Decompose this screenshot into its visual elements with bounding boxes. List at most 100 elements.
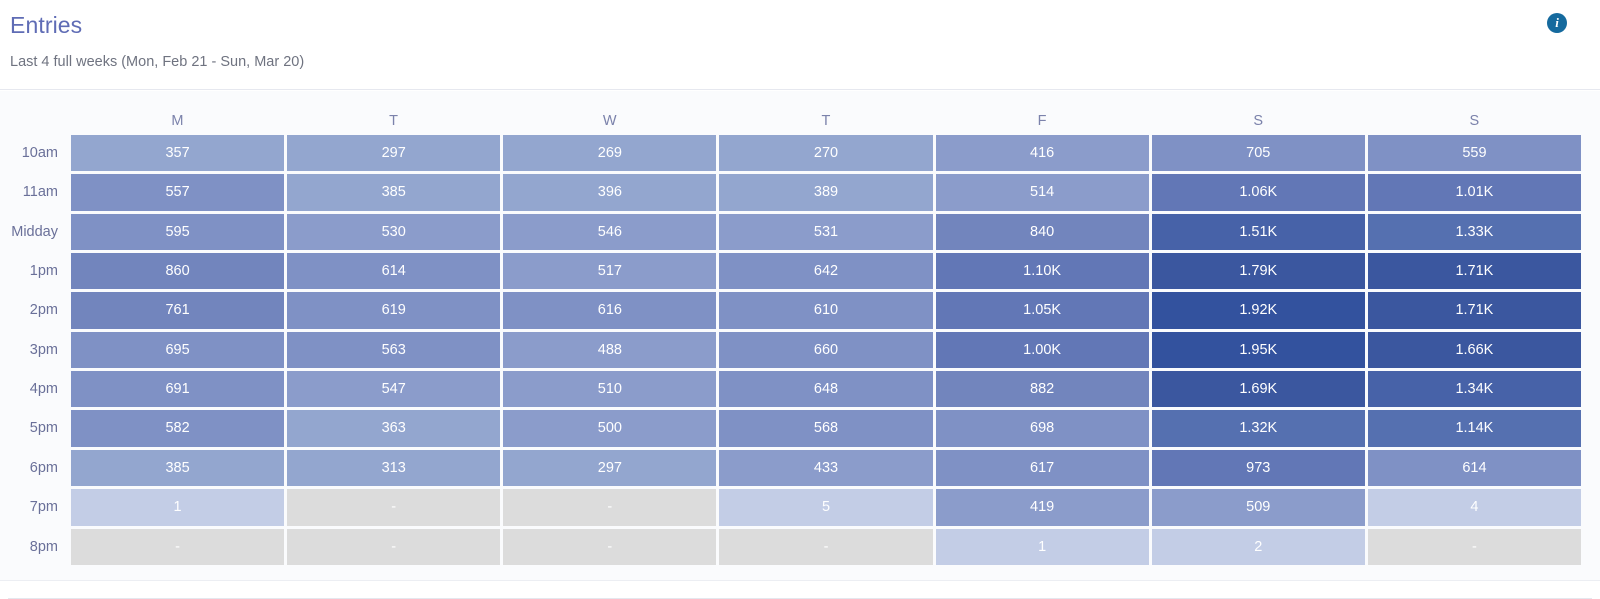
heatmap-cell[interactable]: 1.05K [935,292,1149,329]
card-footer [0,580,1600,599]
table-row: 5pm 582 363 500 568 698 1.32K 1.14K [0,410,1600,449]
heatmap-cell[interactable]: 973 [1151,449,1365,487]
heatmap-cell[interactable]: 546 [503,213,717,251]
heatmap-cell[interactable]: 1.66K [1367,331,1581,369]
info-icon-glyph: i [1555,15,1559,30]
row-label-5: 3pm [29,341,58,358]
row-label-10: 8pm [29,538,58,555]
heatmap-cell[interactable]: 660 [719,331,933,369]
heatmap-cell[interactable]: 648 [719,371,933,408]
card-header: Entries Last 4 full weeks (Mon, Feb 21 -… [0,0,1600,90]
heatmap-cell[interactable]: 614 [1367,449,1581,487]
heatmap-cell[interactable]: - [719,528,933,565]
heatmap-cell[interactable]: 488 [503,331,717,369]
heatmap-cell[interactable]: 1.92K [1151,292,1365,329]
heatmap-cell[interactable]: 563 [287,331,501,369]
heatmap-cell[interactable]: 531 [719,213,933,251]
column-header-3: T [821,113,831,129]
heatmap-cell[interactable]: 616 [503,292,717,329]
heatmap-cell[interactable]: 1.79K [1151,253,1365,290]
column-header-1: T [389,113,399,129]
heatmap-cell[interactable]: - [287,528,501,565]
heatmap-cell[interactable]: 568 [719,410,933,447]
heatmap-cell[interactable]: - [503,528,717,565]
heatmap-cell[interactable]: 557 [71,174,285,211]
row-label-4: 2pm [29,302,58,319]
heatmap-cell[interactable]: 509 [1151,489,1365,526]
heatmap-cell[interactable]: 385 [287,174,501,211]
heatmap-cell[interactable]: 1.14K [1367,410,1581,447]
heatmap-cell[interactable]: 433 [719,449,933,487]
heatmap-cell[interactable]: 270 [719,135,933,172]
heatmap-cell[interactable]: 385 [71,449,285,487]
heatmap-cell[interactable]: 617 [935,449,1149,487]
row-label-8: 6pm [29,459,58,476]
heatmap-cell[interactable]: 1.33K [1367,213,1581,251]
heatmap-cell[interactable]: 389 [719,174,933,211]
heatmap-cell[interactable]: 5 [719,489,933,526]
heatmap-cell[interactable]: 1.69K [1151,371,1365,408]
heatmap-cell[interactable]: 610 [719,292,933,329]
heatmap-cell[interactable]: 2 [1151,528,1365,565]
heatmap-cell[interactable]: 396 [503,174,717,211]
heatmap-cell[interactable]: 269 [503,135,717,172]
heatmap-cell[interactable]: 595 [71,213,285,251]
table-row: 8pm - - - -1 2- [0,528,1600,568]
heatmap-cell[interactable]: 4 [1367,489,1581,526]
heatmap-cell[interactable]: 357 [71,135,285,172]
heatmap-cell[interactable]: - [503,489,717,526]
heatmap-cell[interactable]: 619 [287,292,501,329]
heatmap-cell[interactable]: 705 [1151,135,1365,172]
heatmap-cell[interactable]: 1.34K [1367,371,1581,408]
column-header-5: S [1253,113,1264,129]
heatmap-cell[interactable]: 530 [287,213,501,251]
heatmap-cell[interactable]: 297 [287,135,501,172]
heatmap-cell[interactable]: - [1367,528,1581,565]
heatmap-cell[interactable]: 559 [1367,135,1581,172]
heatmap-cell[interactable]: 582 [71,410,285,447]
heatmap-cell[interactable]: 1.00K [935,331,1149,369]
row-label-0: 10am [21,145,58,161]
row-label-9: 7pm [29,499,58,516]
heatmap-cell[interactable]: 517 [503,253,717,290]
heatmap-cell[interactable]: 642 [719,253,933,290]
heatmap-cell[interactable]: 547 [287,371,501,408]
column-header-0: M [171,113,184,129]
date-range-subtitle: Last 4 full weeks (Mon, Feb 21 - Sun, Ma… [10,54,305,70]
info-icon[interactable]: i [1547,13,1567,33]
row-label-3: 1pm [29,263,58,280]
heatmap-cell[interactable]: 1 [71,489,285,526]
table-row: 7pm 1- -5 419 509 4 [0,489,1600,528]
heatmap-cell[interactable]: 297 [503,449,717,487]
heatmap-cell[interactable]: 1.95K [1151,331,1365,369]
heatmap-cell[interactable]: 691 [71,371,285,408]
heatmap-cell[interactable]: 510 [503,371,717,408]
heatmap-cell[interactable]: 1.32K [1151,410,1365,447]
heatmap-cell[interactable]: 363 [287,410,501,447]
heatmap-cell[interactable]: - [287,489,501,526]
table-row: 4pm 691 547 510 648 882 1.69K 1.34K [0,371,1600,410]
heatmap-cell[interactable]: 1.51K [1151,213,1365,251]
heatmap-cell[interactable]: 1.06K [1151,174,1365,211]
heatmap-cell[interactable]: 419 [935,489,1149,526]
heatmap-cell[interactable]: 695 [71,331,285,369]
heatmap-cell[interactable]: 860 [71,253,285,290]
heatmap-cell[interactable]: 500 [503,410,717,447]
heatmap-cell[interactable]: 882 [935,371,1149,408]
heatmap-cell[interactable]: 1 [935,528,1149,565]
heatmap-cell[interactable]: 614 [287,253,501,290]
heatmap-cell[interactable]: 1.10K [935,253,1149,290]
heatmap-cell[interactable]: 761 [71,292,285,329]
heatmap-cell[interactable]: 1.71K [1367,253,1581,290]
heatmap-cell[interactable]: 313 [287,449,501,487]
heatmap-cell[interactable]: 1.71K [1367,292,1581,329]
heatmap-cell[interactable]: 840 [935,213,1149,251]
heatmap-cell[interactable]: 698 [935,410,1149,447]
heatmap-cell[interactable]: 514 [935,174,1149,211]
heatmap-cell[interactable]: 1.01K [1367,174,1581,211]
table-row: 11am 557 385 396 389 514 1.06K 1.01K [0,174,1600,213]
heatmap-cell[interactable]: 416 [935,135,1149,172]
heatmap-cell[interactable]: - [71,528,285,565]
